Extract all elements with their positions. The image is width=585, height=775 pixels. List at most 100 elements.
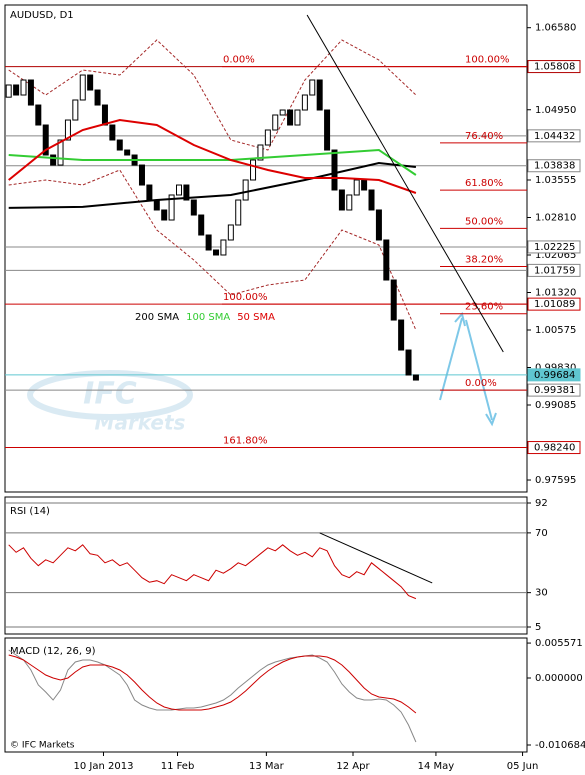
watermark-text: IFC bbox=[83, 377, 137, 412]
candle-body bbox=[168, 194, 175, 221]
fib-label: 100.00% bbox=[465, 55, 510, 66]
y-tick-label: 30 bbox=[535, 588, 548, 599]
y-tick-label: 1.00575 bbox=[535, 325, 576, 336]
candle-body bbox=[331, 149, 338, 191]
candle-body bbox=[213, 249, 220, 256]
series-line bbox=[8, 649, 417, 743]
watermark-text: Markets bbox=[95, 411, 186, 435]
level-label: 1.01759 bbox=[534, 265, 575, 276]
band-line bbox=[8, 39, 417, 151]
candle-body bbox=[361, 179, 368, 191]
fib-label: 100.00% bbox=[223, 292, 268, 303]
series-line bbox=[8, 118, 417, 194]
rsi-panel bbox=[4, 496, 528, 635]
candle-body bbox=[57, 139, 64, 166]
trendline bbox=[319, 532, 433, 584]
candle-body bbox=[146, 184, 153, 201]
level-box bbox=[527, 383, 581, 397]
candle-body bbox=[368, 189, 375, 211]
candle-body bbox=[272, 114, 279, 131]
candle-body bbox=[257, 144, 264, 161]
candle-body bbox=[375, 209, 382, 241]
fib-label: 38.20% bbox=[465, 255, 503, 266]
watermark-logo bbox=[27, 370, 193, 420]
fib-label: 23.60% bbox=[465, 302, 503, 313]
x-tick-label: 14 May bbox=[418, 761, 455, 772]
price-panel bbox=[4, 4, 528, 493]
fib-label: 61.80% bbox=[465, 178, 503, 189]
y-tick-label: 70 bbox=[535, 528, 548, 539]
y-tick-label: 1.04950 bbox=[535, 105, 576, 116]
candle-body bbox=[324, 109, 331, 151]
candle-body bbox=[301, 94, 308, 111]
candle-body bbox=[198, 214, 205, 236]
candle-body bbox=[161, 209, 168, 221]
candle-body bbox=[227, 224, 234, 241]
arrow bbox=[465, 319, 493, 421]
y-tick-label: 1.02065 bbox=[535, 250, 576, 261]
x-tick-label: 05 Jun bbox=[507, 761, 539, 772]
fib-label: 76.40% bbox=[465, 131, 503, 142]
fib-label: 50.00% bbox=[465, 216, 503, 227]
level-box bbox=[527, 60, 581, 74]
level-label: 0.99381 bbox=[534, 385, 575, 396]
candle-body bbox=[50, 154, 57, 166]
level-box bbox=[527, 368, 581, 382]
candle-body bbox=[72, 99, 79, 121]
candle-body bbox=[338, 189, 345, 211]
x-tick-label: 11 Feb bbox=[161, 761, 195, 772]
level-box bbox=[527, 240, 581, 254]
fib-label: 161.80% bbox=[223, 436, 268, 447]
legend-entry: 100 SMA bbox=[186, 312, 230, 323]
y-tick-label: 1.01320 bbox=[535, 287, 576, 298]
y-tick-label: 1.02810 bbox=[535, 212, 576, 223]
candle-body bbox=[13, 84, 20, 96]
candle-body bbox=[316, 79, 323, 111]
candle-body bbox=[94, 89, 101, 106]
y-tick-label: -0.010684 bbox=[535, 740, 585, 751]
y-tick-label: 0.000000 bbox=[535, 673, 583, 684]
y-tick-label: 0.99085 bbox=[535, 400, 576, 411]
forecast-arrows bbox=[439, 311, 497, 427]
fib-label: 0.00% bbox=[223, 55, 255, 66]
candle-body bbox=[35, 104, 42, 126]
level-label: 1.02225 bbox=[534, 242, 575, 253]
candle-body bbox=[138, 164, 145, 186]
level-label: 0.99684 bbox=[534, 370, 575, 381]
candle-body bbox=[390, 279, 397, 321]
level-label: 1.03838 bbox=[534, 161, 575, 172]
credit: © IFC Markets bbox=[10, 741, 75, 751]
candle-body bbox=[42, 124, 49, 156]
trendline bbox=[306, 14, 504, 353]
candle-body bbox=[183, 184, 190, 201]
legend-entry: 200 SMA bbox=[135, 312, 179, 323]
series-line bbox=[8, 161, 417, 209]
candle-body bbox=[27, 79, 34, 106]
watermark: IFC Markets bbox=[27, 370, 193, 435]
candle-body bbox=[64, 119, 71, 141]
candle-body bbox=[346, 194, 353, 211]
legend-entry: 50 SMA bbox=[237, 312, 275, 323]
y-tick-label: 92 bbox=[535, 498, 548, 509]
arrow-head bbox=[485, 412, 497, 427]
x-tick-label: 10 Jan 2013 bbox=[74, 761, 134, 772]
candle-body bbox=[383, 239, 390, 281]
x-tick-label: 13 Mar bbox=[249, 761, 285, 772]
level-box bbox=[527, 159, 581, 173]
x-tick-label: 12 Apr bbox=[336, 761, 370, 772]
level-box bbox=[527, 441, 581, 455]
candle-body bbox=[79, 74, 86, 101]
candle-body bbox=[242, 179, 249, 201]
candle-body bbox=[398, 319, 405, 351]
panel-title: AUDUSD, D1 bbox=[10, 10, 74, 21]
candle-body bbox=[264, 129, 271, 146]
level-label: 0.98240 bbox=[534, 443, 575, 454]
series-line bbox=[8, 544, 417, 600]
candle-body bbox=[101, 104, 108, 126]
y-tick-label: 1.06580 bbox=[535, 23, 576, 34]
candle-body bbox=[5, 84, 12, 98]
candle-body bbox=[153, 199, 160, 211]
level-box bbox=[527, 129, 581, 143]
panel-title: MACD (12, 26, 9) bbox=[10, 646, 96, 657]
